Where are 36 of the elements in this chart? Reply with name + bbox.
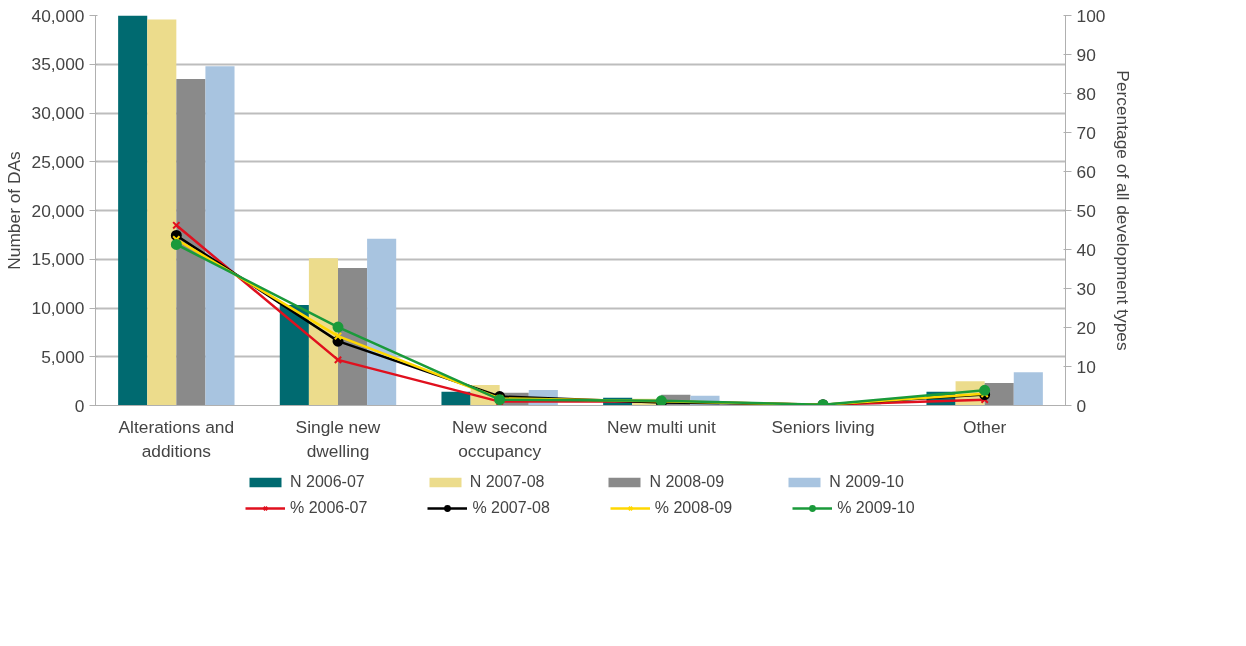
legend-label: % 2007-08 [472, 499, 550, 517]
y-tick-label: 10,000 [31, 298, 85, 318]
y2-tick-label: 80 [1076, 83, 1096, 104]
y2-tick-label: 100 [1076, 5, 1106, 26]
x-tick-label: New second occupancy [451, 416, 548, 461]
y2-tick-label: 40 [1076, 239, 1096, 260]
y2-tick-label: 0 [1076, 395, 1087, 416]
y2-tick-label: 60 [1076, 161, 1096, 182]
y2-tick-label: 20 [1076, 317, 1096, 338]
x-tick-label: Alterations and additions [118, 416, 235, 461]
y-tick-label: 5,000 [41, 346, 85, 367]
y2-tick-label: 70 [1076, 122, 1096, 143]
y-tick-label: 0 [74, 395, 85, 416]
legend-label: N 2007-08 [469, 473, 545, 491]
y-tick-label: 30,000 [31, 103, 85, 123]
y2-tick-label: 90 [1076, 44, 1096, 65]
legend-label: N 2008-09 [649, 473, 725, 491]
y2-tick-label: 30 [1076, 278, 1096, 299]
y-tick-label: 40,000 [31, 5, 85, 26]
y2-tick-label: 50 [1076, 200, 1096, 221]
legend-label: % 2009-10 [837, 499, 915, 517]
y-tick-label: 25,000 [31, 151, 85, 172]
x-tick-label: Other [963, 416, 1007, 437]
legend-label: % 2006-07 [290, 499, 368, 517]
y-axis-title: Number of DAs [3, 150, 24, 270]
y-tick-label: 20,000 [31, 200, 85, 221]
x-tick-label: Seniors living [771, 416, 875, 437]
y2-tick-label: 10 [1076, 356, 1096, 377]
y-tick-label: 15,000 [31, 249, 85, 270]
legend-label: N 2009-10 [829, 473, 904, 491]
x-tick-label: New multi unit [606, 416, 716, 437]
legend-label: N 2006-07 [290, 473, 365, 491]
y2-axis-title: Percentage of all development types [1113, 70, 1134, 351]
y-tick-label: 35,000 [31, 54, 85, 75]
legend-label: % 2008-09 [654, 499, 733, 517]
x-tick-label: Single new dwelling [295, 416, 381, 461]
